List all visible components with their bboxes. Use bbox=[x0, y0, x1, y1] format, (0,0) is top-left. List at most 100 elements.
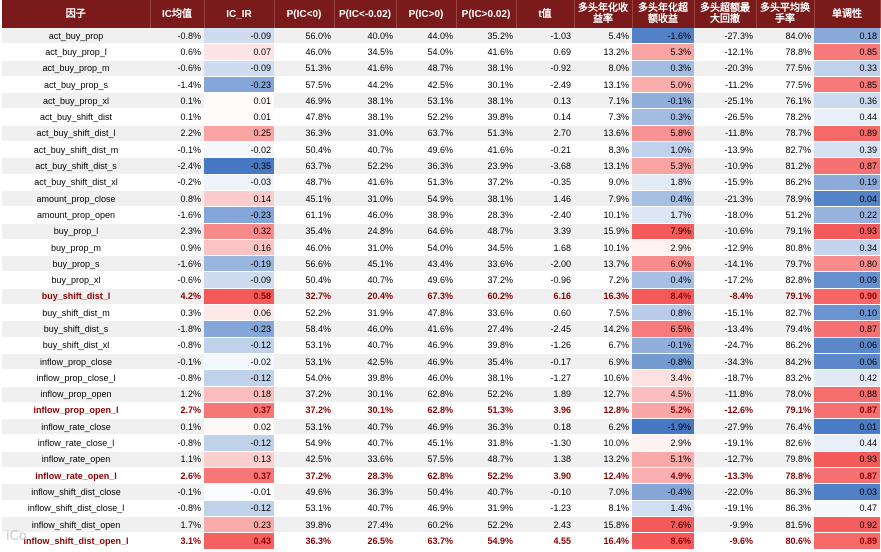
cell-mdd: -12.6% bbox=[694, 402, 756, 420]
cell-mdd: -11.8% bbox=[694, 125, 756, 143]
cell-ir: 0.25 bbox=[204, 125, 274, 143]
cell-t: 3.39 bbox=[516, 223, 574, 240]
cell-ir: -0.09 bbox=[204, 60, 274, 77]
cell-p-lt0: 51.3% bbox=[274, 60, 334, 77]
cell-mono: 0.47 bbox=[814, 500, 880, 517]
cell-mdd: -12.9% bbox=[694, 239, 756, 257]
cell-p-lt0: 58.4% bbox=[274, 320, 334, 338]
cell-ann: 13.6% bbox=[574, 125, 632, 143]
cell-factor: act_buy_shift_dist_s bbox=[2, 157, 150, 175]
col-header: t值 bbox=[516, 0, 575, 28]
cell-turnover: 78.0% bbox=[756, 386, 814, 403]
cell-p-lt0: 45.1% bbox=[274, 190, 334, 208]
cell-ic: -0.2% bbox=[150, 174, 204, 191]
cell-mono: 0.10 bbox=[814, 304, 880, 322]
cell-p-gt0: 63.7% bbox=[396, 125, 456, 143]
cell-p-gt0: 42.5% bbox=[396, 76, 456, 94]
cell-turnover: 79.1% bbox=[756, 288, 814, 306]
cell-ir: 0.14 bbox=[204, 190, 274, 208]
cell-ir: -0.12 bbox=[204, 337, 274, 354]
cell-ic: 4.2% bbox=[150, 288, 204, 306]
cell-excess: 5.3% bbox=[632, 157, 694, 175]
cell-p-gt0: 60.2% bbox=[396, 516, 456, 534]
cell-p-lt002: 34.5% bbox=[334, 43, 396, 61]
cell-ann: 6.9% bbox=[574, 353, 632, 371]
cell-factor: inflow_shift_dist_close bbox=[2, 483, 150, 501]
cell-p-lt002: 39.8% bbox=[334, 369, 396, 387]
cell-p-lt0: 56.6% bbox=[274, 255, 334, 273]
cell-factor: inflow_rate_open_l bbox=[2, 467, 150, 485]
cell-mono: 0.87 bbox=[814, 320, 880, 338]
cell-t: -1.26 bbox=[516, 337, 574, 354]
cell-p-gt0: 46.9% bbox=[396, 337, 456, 354]
header-row: 因子 IC均值 IC_IR P(IC<0) P(IC<-0.02) P(IC>0… bbox=[2, 0, 881, 28]
cell-excess: 0.8% bbox=[632, 304, 694, 322]
cell-p-gt002: 52.2% bbox=[456, 467, 516, 485]
cell-p-lt002: 45.1% bbox=[334, 255, 396, 273]
cell-t: -1.23 bbox=[516, 500, 574, 517]
cell-ic: -0.8% bbox=[150, 337, 204, 354]
cell-t: 0.14 bbox=[516, 108, 574, 126]
cell-ir: 0.58 bbox=[204, 288, 274, 306]
cell-excess: -0.1% bbox=[632, 92, 694, 110]
cell-p-lt0: 46.0% bbox=[274, 43, 334, 61]
cell-factor: act_buy_prop bbox=[2, 28, 150, 45]
cell-mdd: -11.8% bbox=[694, 386, 756, 403]
cell-p-lt002: 40.7% bbox=[334, 418, 396, 436]
cell-p-lt002: 31.0% bbox=[334, 125, 396, 143]
cell-excess: 7.9% bbox=[632, 223, 694, 240]
cell-mdd: -9.9% bbox=[694, 516, 756, 534]
cell-factor: inflow_rate_close bbox=[2, 418, 150, 436]
cell-turnover: 79.8% bbox=[756, 451, 814, 469]
cell-excess: 8.6% bbox=[632, 532, 694, 550]
cell-excess: 2.9% bbox=[632, 239, 694, 257]
table-row: inflow_rate_open 1.1% 0.13 42.5% 33.6% 57.5% 4… bbox=[2, 451, 880, 469]
cell-factor: act_buy_prop_s bbox=[2, 76, 150, 94]
cell-ann: 10.1% bbox=[574, 206, 632, 224]
table-row: buy_shift_dist_s -1.8% -0.23 58.4% 46.0% 41.6… bbox=[2, 320, 880, 338]
cell-mono: 0.04 bbox=[814, 190, 880, 208]
cell-ann: 6.7% bbox=[574, 337, 632, 354]
cell-ic: 1.1% bbox=[150, 451, 204, 469]
cell-excess: 1.7% bbox=[632, 206, 694, 224]
cell-p-gt002: 48.7% bbox=[456, 451, 516, 469]
cell-ir: 0.23 bbox=[204, 516, 274, 534]
cell-turnover: 84.2% bbox=[756, 353, 814, 371]
cell-ann: 9.0% bbox=[574, 174, 632, 191]
cell-ann: 7.0% bbox=[574, 483, 632, 501]
cell-mono: 0.80 bbox=[814, 255, 880, 273]
cell-excess: 5.8% bbox=[632, 125, 694, 143]
cell-ir: 0.43 bbox=[204, 532, 274, 550]
cell-t: 0.13 bbox=[516, 92, 574, 110]
cell-p-gt002: 37.2% bbox=[456, 271, 516, 289]
cell-ic: -0.8% bbox=[150, 434, 204, 452]
cell-ic: 0.6% bbox=[150, 43, 204, 61]
cell-p-gt002: 28.3% bbox=[456, 206, 516, 224]
col-header: 多头年化超额收益 bbox=[632, 0, 695, 28]
cell-ann: 12.8% bbox=[574, 402, 632, 420]
cell-mdd: -17.2% bbox=[694, 271, 756, 289]
cell-p-lt0: 63.7% bbox=[274, 157, 334, 175]
cell-t: 1.46 bbox=[516, 190, 574, 208]
cell-turnover: 81.2% bbox=[756, 157, 814, 175]
cell-excess: 1.8% bbox=[632, 174, 694, 191]
cell-p-lt0: 46.0% bbox=[274, 239, 334, 257]
cell-p-lt002: 40.7% bbox=[334, 500, 396, 517]
cell-ann: 12.4% bbox=[574, 467, 632, 485]
cell-p-lt002: 52.2% bbox=[334, 157, 396, 175]
cell-mdd: -21.3% bbox=[694, 190, 756, 208]
table-row: inflow_prop_close_l -0.8% -0.12 54.0% 39.8% 4… bbox=[2, 369, 880, 387]
cell-p-lt0: 37.2% bbox=[274, 467, 334, 485]
cell-mdd: -27.9% bbox=[694, 418, 756, 436]
cell-t: 3.90 bbox=[516, 467, 574, 485]
cell-ir: 0.01 bbox=[204, 92, 274, 110]
col-header: 因子 bbox=[2, 0, 151, 28]
table-row: act_buy_shift_dist_m -0.1% -0.02 50.4% 40.7%… bbox=[2, 141, 880, 159]
cell-ann: 5.4% bbox=[574, 28, 632, 45]
cell-p-lt002: 46.0% bbox=[334, 206, 396, 224]
cell-p-lt0: 50.4% bbox=[274, 141, 334, 159]
cell-excess: 5.1% bbox=[632, 451, 694, 469]
cell-p-gt002: 38.1% bbox=[456, 60, 516, 77]
cell-mono: 0.36 bbox=[814, 92, 880, 110]
cell-ic: -0.1% bbox=[150, 483, 204, 501]
